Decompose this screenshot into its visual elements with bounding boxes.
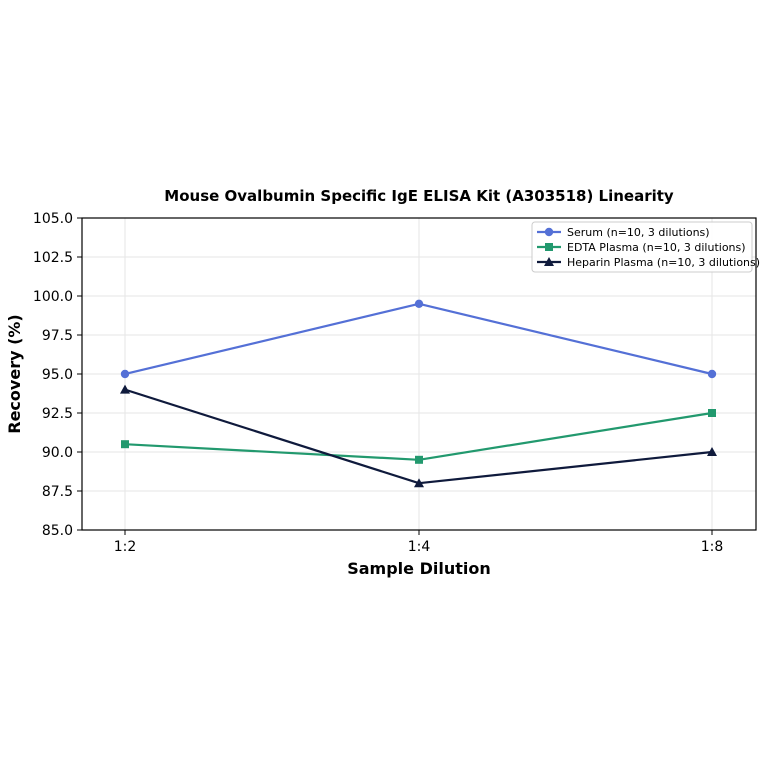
legend-items: Serum (n=10, 3 dilutions) EDTA Plasma (n=…: [537, 226, 760, 269]
y-tick-label: 92.5: [42, 406, 73, 422]
y-tick-label: 87.5: [42, 484, 73, 500]
legend-item: Serum (n=10, 3 dilutions): [537, 226, 710, 239]
x-tick-label: 1:4: [408, 539, 431, 555]
x-tick-label: 1:8: [701, 539, 724, 555]
data-point: [707, 447, 717, 456]
y-tick-label: 90.0: [42, 445, 73, 461]
data-point: [120, 384, 130, 394]
legend-frame: [531, 221, 753, 273]
data-point: [414, 299, 424, 308]
y-tick-label: 97.5: [42, 328, 73, 344]
y-tick-label: 85.0: [42, 523, 73, 539]
legend-item: Heparin Plasma (n=10, 3 dilutions): [537, 256, 760, 269]
legend-marker: [545, 243, 553, 251]
x-axis-ticks: 1:2 1:4 1:8: [114, 530, 724, 555]
y-tick-label: 100.0: [33, 289, 73, 305]
y-tick-label: 95.0: [42, 367, 73, 383]
x-tick-label: 1:2: [114, 539, 137, 555]
legend-label: EDTA Plasma (n=10, 3 dilutions): [567, 241, 746, 254]
series-layer: [120, 299, 717, 488]
legend: Serum (n=10, 3 dilutions) EDTA Plasma (n=…: [531, 221, 760, 273]
data-point: [121, 440, 129, 449]
legend-label: Heparin Plasma (n=10, 3 dilutions): [567, 256, 760, 269]
data-point: [415, 455, 423, 464]
series-1: [121, 409, 716, 464]
x-axis-label: Sample Dilution: [347, 559, 491, 578]
data-point: [708, 409, 716, 417]
y-tick-label: 102.5: [33, 250, 73, 266]
data-point: [707, 369, 717, 379]
y-axis-label: Recovery (%): [5, 314, 24, 433]
legend-label: Serum (n=10, 3 dilutions): [567, 226, 710, 239]
grid-lines: [82, 218, 756, 530]
data-point: [414, 478, 424, 488]
series-0: [120, 299, 717, 379]
legend-marker: [544, 257, 554, 266]
legend-item: EDTA Plasma (n=10, 3 dilutions): [537, 241, 746, 254]
y-tick-label: 105.0: [33, 211, 73, 227]
y-axis-ticks: 85.0 87.5 90.0 92.5 95.0 97.5 100.0 102.5 105.0: [33, 211, 82, 539]
series-2: [120, 384, 717, 488]
legend-marker: [544, 227, 554, 237]
data-point: [120, 369, 130, 379]
chart-title: Mouse Ovalbumin Specific IgE ELISA Kit (…: [164, 187, 674, 205]
